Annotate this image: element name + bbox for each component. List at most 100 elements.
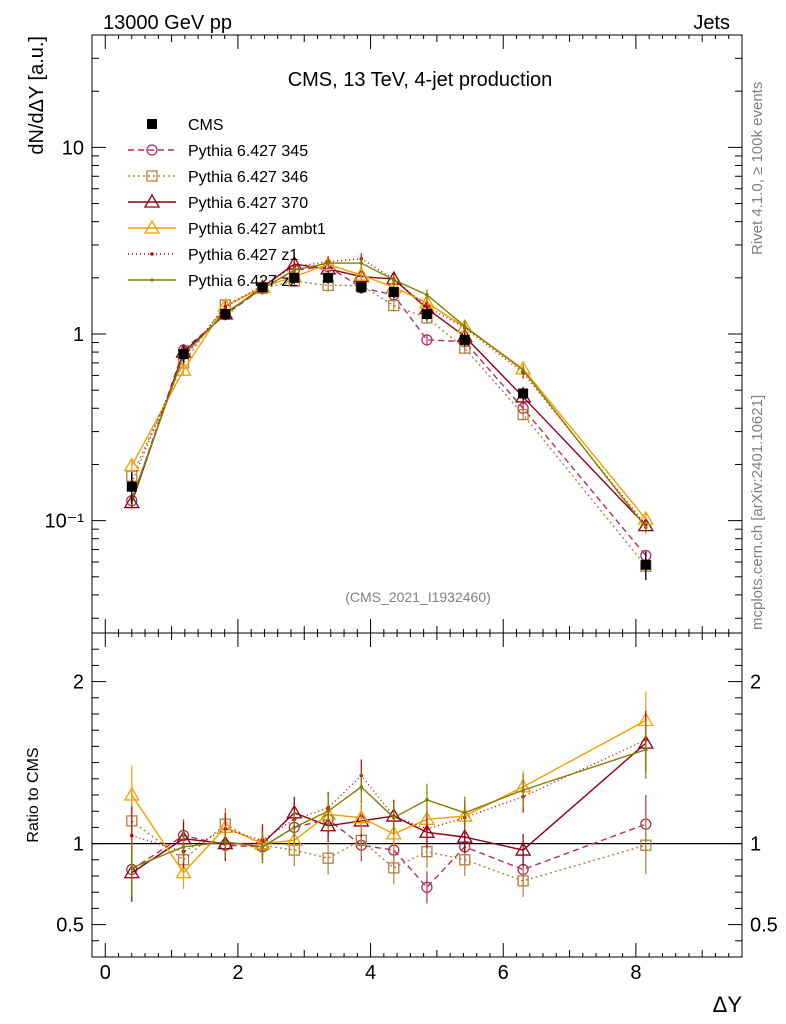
legend-label: Pythia 6.427 346 xyxy=(188,169,308,186)
data-point xyxy=(459,334,470,345)
data-point xyxy=(126,481,137,492)
legend-label: Pythia 6.427 370 xyxy=(188,195,308,212)
legend-label: Pythia 6.427 ambt1 xyxy=(188,221,326,238)
legend-marker xyxy=(143,219,161,234)
ratio-y-tick-label-right: 2 xyxy=(750,672,761,694)
ratio-line-5 xyxy=(131,748,647,869)
series-point xyxy=(425,293,429,297)
series-point xyxy=(425,304,429,309)
data-point xyxy=(257,282,268,293)
ratio-point xyxy=(385,825,402,840)
ratio-point xyxy=(456,828,473,843)
ratio-point xyxy=(286,832,303,847)
series-line-5 xyxy=(131,262,647,528)
ratio-point xyxy=(517,875,529,887)
x-tick-label: 4 xyxy=(365,962,376,984)
ratio-y-tick-label: 1 xyxy=(73,834,84,856)
data-point xyxy=(388,286,399,297)
ratio-y-tick-label: 0.5 xyxy=(56,915,84,937)
series-point xyxy=(391,278,396,282)
ratio-point xyxy=(123,786,140,801)
ratio-line-3 xyxy=(131,719,647,874)
legend-marker xyxy=(150,278,154,282)
series-point xyxy=(359,261,364,265)
ratio-point xyxy=(391,815,396,820)
series-line-1 xyxy=(131,280,647,567)
legend-label: CMS xyxy=(188,117,224,134)
ratio-point xyxy=(292,825,297,830)
header-right: Jets xyxy=(693,12,730,34)
series-point xyxy=(175,361,192,376)
ratio-plot-frame xyxy=(91,632,743,958)
data-point xyxy=(220,308,231,319)
ratio-point xyxy=(326,809,330,813)
ratio-point xyxy=(521,788,525,792)
ratio-y-tick-label: 2 xyxy=(73,672,84,694)
x-tick-label: 0 xyxy=(100,962,111,984)
y-axis-label: dN/dΔY [a.u.] xyxy=(26,36,48,155)
ratio-point xyxy=(421,881,433,893)
series-point xyxy=(123,494,140,509)
legend-label: Pythia 6.427 z2 xyxy=(188,273,298,290)
legend-label: Pythia 6.427 345 xyxy=(188,143,308,160)
ratio-line-1 xyxy=(131,820,647,882)
ratio-point xyxy=(353,809,370,824)
ratio-point xyxy=(359,785,364,789)
ratio-y-tick-label-right: 0.5 xyxy=(750,915,778,937)
series-point xyxy=(223,304,228,309)
ratio-y-axis-label: Ratio to CMS xyxy=(25,747,42,842)
data-point xyxy=(356,282,367,293)
ratio-point xyxy=(514,841,532,856)
ratio-point xyxy=(322,852,334,864)
x-tick-label: 2 xyxy=(232,962,243,984)
ratio-point xyxy=(425,827,429,831)
ratio-point xyxy=(425,798,429,802)
legend-marker xyxy=(143,193,161,208)
x-tick-label: 8 xyxy=(630,962,641,984)
ratio-point xyxy=(388,862,400,874)
x-axis-label: ΔY xyxy=(713,992,743,1017)
ratio-y-tick-label-right: 1 xyxy=(750,834,761,856)
series-point xyxy=(517,408,529,421)
main-title: CMS, 13 TeV, 4-jet production xyxy=(288,69,553,91)
ratio-point xyxy=(175,864,192,879)
legend-marker xyxy=(146,144,158,156)
x-tick-label: 6 xyxy=(498,962,509,984)
ratio-point xyxy=(223,840,228,844)
ratio-point xyxy=(260,845,265,849)
legend-label: Pythia 6.427 z1 xyxy=(188,247,298,264)
series-point xyxy=(521,368,525,372)
ratio-point xyxy=(129,866,134,870)
y-tick-label: 10 xyxy=(62,137,84,159)
data-point xyxy=(178,349,189,360)
series-point xyxy=(326,261,330,265)
ratio-point xyxy=(459,854,471,866)
legend-marker xyxy=(150,252,154,256)
ratio-point xyxy=(319,817,337,832)
mcplots-label: mcplots.cern.ch [arXiv:2401.10621] xyxy=(749,395,766,630)
analysis-label: (CMS_2021_I1932460) xyxy=(345,589,491,605)
series-point xyxy=(644,525,648,530)
data-point xyxy=(289,272,300,283)
series-point xyxy=(421,334,433,346)
ratio-point xyxy=(181,845,186,849)
series-point xyxy=(123,457,140,472)
series-point xyxy=(388,299,400,312)
series-point xyxy=(462,324,467,329)
ratio-point xyxy=(640,839,652,851)
ratio-line-0 xyxy=(131,818,647,889)
data-point xyxy=(640,559,651,570)
legend-marker xyxy=(146,170,158,182)
ratio-point xyxy=(129,833,134,838)
y-tick-label: 10⁻¹ xyxy=(45,511,85,533)
data-point xyxy=(323,272,334,283)
rivet-label: Rivet 4.1.0, ≥ 100k events xyxy=(749,82,766,255)
series-point xyxy=(353,266,370,281)
ratio-point xyxy=(644,747,648,752)
series-line-4 xyxy=(131,258,647,526)
ratio-point xyxy=(462,811,467,815)
series-point xyxy=(292,268,297,272)
data-point xyxy=(421,308,432,319)
legend-marker xyxy=(147,119,157,129)
